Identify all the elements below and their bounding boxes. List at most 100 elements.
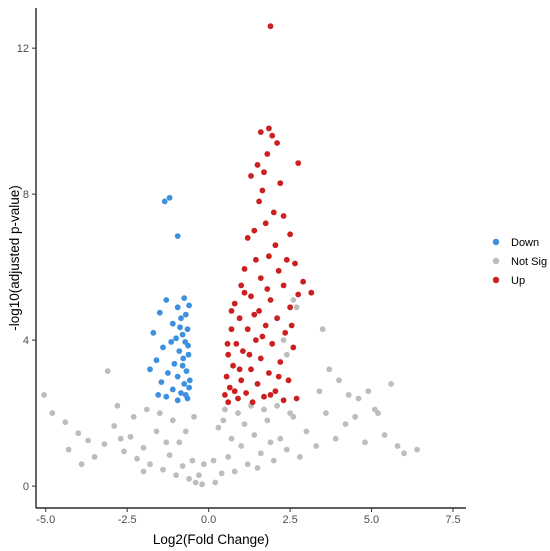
point-up <box>251 311 258 318</box>
point-up <box>264 151 271 157</box>
point-not-sig <box>257 450 264 457</box>
point-down <box>186 377 193 384</box>
x-axis-title: Log2(Fold Change) <box>153 532 269 547</box>
point-not-sig <box>388 381 394 387</box>
point-not-sig <box>342 421 349 427</box>
point-not-sig <box>283 446 290 453</box>
point-down <box>173 335 180 342</box>
point-down <box>180 355 187 362</box>
point-not-sig <box>210 457 217 464</box>
point-not-sig <box>160 466 166 473</box>
x-tick-label: 2.5 <box>282 514 297 526</box>
point-not-sig <box>153 428 160 435</box>
legend-key-not-sig <box>492 257 500 265</box>
point-not-sig <box>323 410 329 416</box>
point-not-sig <box>241 421 248 427</box>
point-up <box>248 173 254 179</box>
point-up <box>259 333 266 340</box>
point-not-sig <box>215 424 222 431</box>
point-not-sig <box>101 441 108 447</box>
point-up <box>238 282 245 289</box>
point-not-sig <box>238 443 245 449</box>
point-up <box>233 340 240 347</box>
point-up <box>264 286 271 292</box>
point-down <box>150 329 157 336</box>
point-up <box>253 256 259 263</box>
point-down <box>177 324 183 331</box>
point-up <box>228 326 235 333</box>
point-not-sig <box>270 457 277 464</box>
point-not-sig <box>231 468 238 475</box>
point-up <box>224 340 231 347</box>
point-up <box>248 293 254 300</box>
point-down <box>178 390 184 396</box>
point-down <box>179 331 186 338</box>
point-not-sig <box>222 406 228 413</box>
point-up <box>253 337 259 343</box>
point-up <box>287 231 293 238</box>
point-up <box>277 180 284 187</box>
point-not-sig <box>313 443 320 449</box>
point-not-sig <box>277 435 284 442</box>
point-up <box>241 289 248 296</box>
point-down <box>184 326 191 333</box>
point-down <box>156 309 163 316</box>
point-up <box>267 23 274 30</box>
point-not-sig <box>134 455 140 462</box>
point-up <box>277 359 284 365</box>
point-up <box>275 373 282 380</box>
point-not-sig <box>166 452 173 458</box>
point-up <box>222 392 228 398</box>
point-not-sig <box>332 435 339 442</box>
point-down <box>166 194 173 201</box>
point-down <box>181 381 188 387</box>
point-up <box>272 242 279 249</box>
point-not-sig <box>297 454 303 460</box>
point-up <box>262 220 269 227</box>
point-down <box>161 198 168 205</box>
point-down <box>163 297 170 303</box>
point-down <box>160 344 166 351</box>
point-not-sig <box>200 461 207 468</box>
point-not-sig <box>293 304 300 311</box>
point-up <box>228 308 235 314</box>
point-up <box>231 388 238 395</box>
point-up <box>261 393 267 400</box>
point-not-sig <box>251 432 258 438</box>
point-not-sig <box>163 439 170 446</box>
point-down <box>153 357 160 364</box>
x-tick-label: 7.5 <box>445 514 460 526</box>
point-down <box>186 384 193 391</box>
point-down <box>165 370 171 376</box>
point-up <box>266 370 272 376</box>
point-down <box>174 373 181 380</box>
point-not-sig <box>264 417 271 424</box>
point-not-sig <box>156 410 163 416</box>
point-not-sig <box>319 326 326 333</box>
point-up <box>243 390 250 396</box>
point-down <box>174 304 181 311</box>
point-not-sig <box>78 461 85 468</box>
point-not-sig <box>316 388 323 395</box>
point-up <box>280 213 287 219</box>
point-not-sig <box>192 479 199 486</box>
point-up <box>236 315 243 322</box>
point-up <box>266 125 272 132</box>
point-not-sig <box>41 392 47 398</box>
point-down <box>174 233 181 240</box>
point-up <box>270 209 277 216</box>
point-up <box>244 235 251 241</box>
point-not-sig <box>182 428 189 435</box>
x-tick-label: 5.0 <box>364 514 379 526</box>
point-not-sig <box>365 388 372 395</box>
point-not-sig <box>225 454 232 460</box>
point-up <box>231 300 238 307</box>
point-not-sig <box>62 419 69 426</box>
point-down <box>181 295 188 301</box>
point-up <box>261 169 267 176</box>
point-up <box>259 187 266 194</box>
point-not-sig <box>114 402 121 409</box>
point-not-sig <box>176 439 183 446</box>
point-up <box>280 282 287 289</box>
point-not-sig <box>280 337 287 343</box>
